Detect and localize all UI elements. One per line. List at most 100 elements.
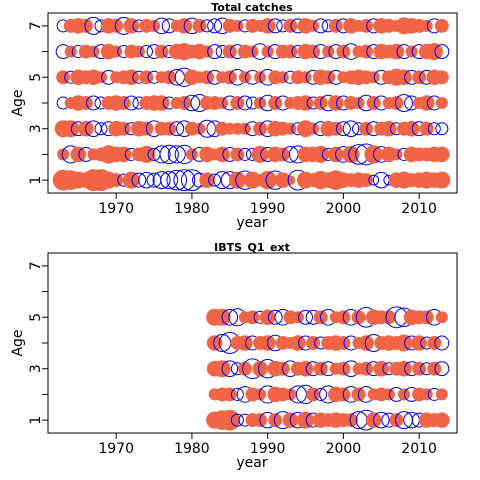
residual-bubble <box>276 71 289 84</box>
residual-bubble <box>283 18 298 33</box>
residual-bubble <box>372 411 390 429</box>
residual-bubble <box>427 336 442 350</box>
residual-bubble <box>434 361 450 377</box>
residual-bubble <box>411 335 427 351</box>
residual-bubble <box>291 311 304 324</box>
residual-bubble <box>259 309 276 326</box>
residual-bubble <box>200 19 214 33</box>
residual-bubble <box>322 45 335 58</box>
x-tick-label: 1980 <box>174 441 210 457</box>
residual-bubble <box>306 387 321 402</box>
residual-bubble <box>342 145 360 163</box>
residual-bubble <box>420 19 433 32</box>
residual-bubble <box>396 69 412 86</box>
residual-bubble <box>152 145 171 164</box>
residual-bubble <box>230 387 244 401</box>
residual-bubble <box>222 44 237 59</box>
residual-bubble <box>328 121 343 136</box>
residual-bubble <box>62 120 80 138</box>
residual-bubble <box>116 96 131 110</box>
residual-bubble <box>64 45 77 58</box>
residual-bubble <box>359 44 374 59</box>
residual-bubble <box>435 388 448 401</box>
residual-bubble <box>95 71 108 84</box>
residual-bubble <box>57 148 70 161</box>
residual-bubble <box>193 122 206 135</box>
residual-bubble <box>366 96 381 110</box>
residual-bubble <box>275 172 291 188</box>
x-axis: 1970 1980 1990 2000 2010 <box>98 433 437 457</box>
y-axis-label: Age <box>10 329 26 356</box>
residual-bubble <box>110 45 123 58</box>
residual-bubble <box>261 45 274 58</box>
residual-bubble <box>321 70 336 85</box>
y-tick-label: 5 <box>28 73 44 82</box>
x-tick-label: 2000 <box>326 441 362 457</box>
residual-bubbles <box>52 16 451 192</box>
residual-bubble <box>167 145 186 164</box>
residual-bubble <box>351 310 366 325</box>
residual-bubble <box>313 18 329 34</box>
residual-bubble <box>412 361 427 376</box>
panel-ibts-q1-ext: IBTS_Q1_ext 1970 1980 1990 2000 2010 1 3 5 7 ye… <box>10 241 458 471</box>
residual-bubble <box>238 122 251 135</box>
residual-bubble <box>435 96 448 110</box>
y-tick-label: 7 <box>28 261 44 270</box>
residual-bubble <box>199 172 215 188</box>
residual-bubble <box>207 18 223 34</box>
residual-bubble <box>427 122 441 136</box>
residual-bubble <box>434 146 450 163</box>
residual-bubble <box>78 18 93 33</box>
x-tick-label: 1970 <box>98 441 134 457</box>
y-axis: 1 3 5 7 <box>28 261 48 425</box>
residual-bubble <box>221 309 239 326</box>
residual-bubble <box>137 145 155 163</box>
residual-bubble <box>173 169 196 192</box>
residual-bubble <box>418 95 435 111</box>
y-axis: 1 3 5 7 <box>28 21 48 185</box>
residual-bubble <box>420 388 433 401</box>
residual-bubble <box>123 18 140 34</box>
residual-bubble <box>335 121 351 137</box>
residual-bubble <box>373 360 390 377</box>
residual-bubble <box>267 18 283 34</box>
residual-bubble <box>284 122 297 135</box>
residual-bubble <box>359 173 374 188</box>
residual-bubble <box>434 70 449 85</box>
residual-bubble <box>228 171 246 189</box>
residual-bubble <box>307 19 320 32</box>
residual-bubble <box>382 388 395 401</box>
residual-bubble <box>259 18 276 34</box>
residual-bubble <box>192 18 207 33</box>
residual-bubble <box>216 96 229 110</box>
x-axis-label: year <box>236 455 267 471</box>
residual-bubble <box>372 171 390 189</box>
residual-bubble <box>252 360 268 377</box>
residual-bubble <box>268 96 283 110</box>
residual-bubble <box>434 18 449 33</box>
residual-bubble <box>434 335 450 351</box>
residual-bubble <box>267 309 283 325</box>
residual-bubble <box>237 361 252 376</box>
residual-bubble <box>237 335 253 351</box>
y-tick-label: 5 <box>28 313 44 322</box>
x-tick-label: 1990 <box>250 441 286 457</box>
residual-bubble <box>359 121 374 136</box>
residual-bubble <box>298 309 313 325</box>
residual-bubble <box>314 387 328 401</box>
x-tick-label: 2010 <box>401 441 437 457</box>
residual-bubble <box>328 18 343 33</box>
residual-bubble <box>397 388 411 401</box>
residual-bubble <box>381 120 397 137</box>
panel-title: IBTS_Q1_ext <box>214 241 290 254</box>
residual-bubble <box>221 360 239 377</box>
residual-bubble <box>219 409 241 431</box>
residual-bubble <box>162 121 177 136</box>
residual-bubble <box>245 310 260 325</box>
y-tick-label: 7 <box>28 21 44 30</box>
residual-bubble <box>268 413 283 428</box>
residual-bubble <box>328 95 344 111</box>
residual-bubble <box>433 171 451 189</box>
residual-bubble <box>390 148 403 161</box>
